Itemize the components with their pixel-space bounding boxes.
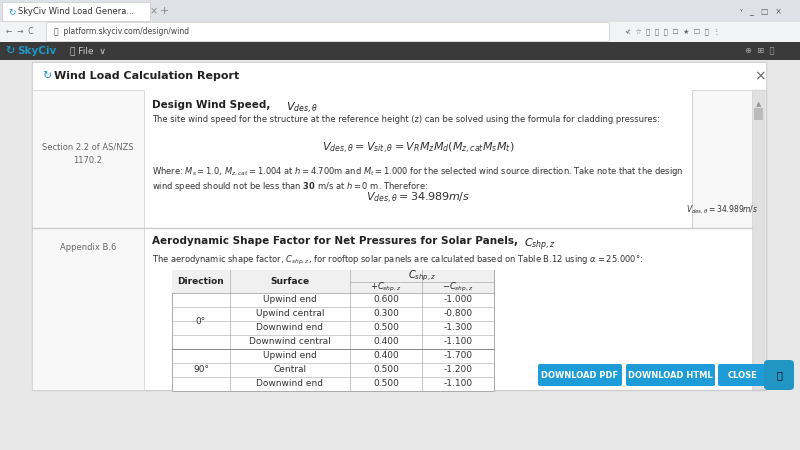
FancyBboxPatch shape [46,22,610,41]
Text: 0.500: 0.500 [373,324,399,333]
Text: 📄 File  ∨: 📄 File ∨ [70,46,106,55]
Text: 0.500: 0.500 [373,379,399,388]
Text: -1.700: -1.700 [443,351,473,360]
Text: 0.300: 0.300 [373,310,399,319]
Text: 0°: 0° [196,316,206,325]
Text: SkyCiv Wind Load Genera...: SkyCiv Wind Load Genera... [18,7,134,16]
Text: Downwind end: Downwind end [257,324,323,333]
Text: CLOSE: CLOSE [728,370,758,379]
Text: ↻: ↻ [5,46,14,56]
Bar [0,0,800,22]
Text: DOWNLOAD HTML: DOWNLOAD HTML [628,370,713,379]
Text: wind speed should not be less than $\mathbf{30}$ m/s at $h = 0$ m. Therefore:: wind speed should not be less than $\mat… [152,180,428,193]
Bar [752,90,765,390]
Text: Where: $M_s = 1.0$, $M_{z,cat} = 1.004$ at $h = 4.700$m and $M_t = 1.000$ for th: Where: $M_s = 1.0$, $M_{z,cat} = 1.004$ … [152,165,683,178]
Text: ←  →  C: ← → C [6,27,34,36]
Text: ≮  ☆  🟢  🟠  🟣  ☐  ★  ☐  👤  ⋮: ≮ ☆ 🟢 🟠 🟣 ☐ ★ ☐ 👤 ⋮ [625,28,720,36]
FancyBboxPatch shape [764,360,794,390]
Bar [32,62,766,390]
Bar [0,22,800,42]
Text: Upwind end: Upwind end [263,296,317,305]
FancyBboxPatch shape [538,364,622,386]
Text: $V_{des,\theta}$: $V_{des,\theta}$ [286,101,318,116]
Bar [144,90,692,228]
Text: $V_{des,\theta} = 34.989m/s$: $V_{des,\theta} = 34.989m/s$ [366,190,470,206]
Text: ▲: ▲ [756,101,761,107]
Text: -1.300: -1.300 [443,324,473,333]
Text: Wind Load Calculation Report: Wind Load Calculation Report [54,71,239,81]
Text: ↻: ↻ [8,7,15,16]
Text: 0.400: 0.400 [373,351,399,360]
Text: -1.000: -1.000 [443,296,473,305]
Text: 💬: 💬 [776,370,782,380]
Text: The aerodynamic shape factor, $C_{shp,z}$, for rooftop solar panels are calculat: The aerodynamic shape factor, $C_{shp,z}… [152,254,643,267]
Text: 90°: 90° [193,365,209,374]
Text: 0.500: 0.500 [373,365,399,374]
FancyBboxPatch shape [718,364,767,386]
Text: Central: Central [274,365,306,374]
Text: Direction: Direction [178,277,224,286]
Text: ▼: ▼ [756,379,761,385]
Bar [144,228,752,390]
Text: Surface: Surface [270,277,310,286]
Text: SkyCiv: SkyCiv [17,46,56,56]
Text: ↻: ↻ [42,71,51,81]
Text: $V_{des,\theta} = 34.989m/s$: $V_{des,\theta} = 34.989m/s$ [686,204,758,216]
Bar [692,90,752,228]
Text: -1.100: -1.100 [443,338,473,346]
Text: Upwind central: Upwind central [256,310,324,319]
Text: -0.800: -0.800 [443,310,473,319]
Text: $V_{des,\theta} = V_{sit,\theta} = V_R M_z M_d (M_{z,cat} M_s M_t)$: $V_{des,\theta} = V_{sit,\theta} = V_R M… [322,140,514,156]
Text: Section 2.2 of AS/NZS
1170.2: Section 2.2 of AS/NZS 1170.2 [42,143,134,165]
Text: DOWNLOAD PDF: DOWNLOAD PDF [542,370,618,379]
Text: +: + [160,6,170,17]
Text: -1.100: -1.100 [443,379,473,388]
Text: Design Wind Speed,: Design Wind Speed, [152,100,274,110]
Text: ×: × [754,69,766,83]
Text: Downwind central: Downwind central [249,338,331,346]
Text: ⊕  ⊞  👤: ⊕ ⊞ 👤 [745,46,774,55]
Text: $C_{shp,z}$: $C_{shp,z}$ [408,269,436,283]
Text: Appendix B.6: Appendix B.6 [60,243,116,252]
Text: The site wind speed for the structure at the reference height (z) can be solved : The site wind speed for the structure at… [152,115,660,124]
FancyBboxPatch shape [626,364,715,386]
Text: ×: × [150,6,158,17]
Bar [172,270,494,293]
Bar [0,42,800,60]
Bar [32,62,766,90]
Text: 0.400: 0.400 [373,338,399,346]
Bar [32,228,144,390]
Bar [172,270,494,391]
Text: ᵞ   _   □   ×: ᵞ _ □ × [740,7,782,16]
Text: $C_{shp,z}$: $C_{shp,z}$ [524,237,556,253]
Text: Upwind end: Upwind end [263,351,317,360]
Text: -1.200: -1.200 [443,365,473,374]
Text: $-C_{shp,z}$: $-C_{shp,z}$ [442,281,474,294]
Text: Downwind end: Downwind end [257,379,323,388]
Text: $+C_{shp,z}$: $+C_{shp,z}$ [370,281,402,294]
Bar [32,90,144,228]
Text: 🔒  platform.skyciv.com/design/wind: 🔒 platform.skyciv.com/design/wind [54,27,189,36]
Bar [754,108,763,120]
Text: 0.600: 0.600 [373,296,399,305]
Text: Aerodynamic Shape Factor for Net Pressures for Solar Panels,: Aerodynamic Shape Factor for Net Pressur… [152,236,522,246]
Bar [2,2,150,21]
